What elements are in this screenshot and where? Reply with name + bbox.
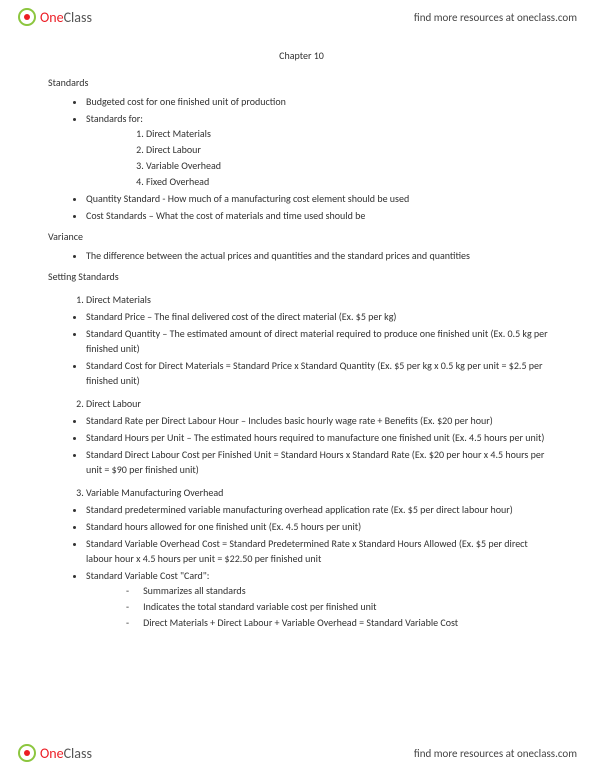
svc-dash-list: Summarizes all standards Indicates the t… [126,583,555,630]
list-item: Standard hours allowed for one finished … [86,519,555,534]
list-item: Standard Direct Labour Cost per Finished… [86,447,555,477]
logo-text: OneClass [40,9,92,26]
list-item: Direct Materials [146,126,555,141]
logo-text: OneClass [40,745,92,762]
section-standards-title: Standards [48,75,555,90]
standards-for-list: Direct Materials Direct Labour Variable … [146,126,555,189]
list-item: Standard Hours per Unit – The estimated … [86,430,555,445]
list-item-text: Standard Variable Cost "Card": [86,569,209,582]
list-item: Direct Materials [86,292,555,307]
logo-word-one: One [40,745,64,762]
list-item: Budgeted cost for one finished unit of p… [86,94,555,109]
logo-word-class: Class [64,745,92,762]
list-item: Standard Cost for Direct Materials = Sta… [86,358,555,388]
list-item: The difference between the actual prices… [86,248,555,263]
list-item: Indicates the total standard variable co… [126,599,555,614]
list-item: Standard Quantity – The estimated amount… [86,326,555,356]
dl-list: Standard Rate per Direct Labour Hour – I… [86,413,555,477]
list-item: Summarizes all standards [126,583,555,598]
list-item: Direct Labour [86,396,555,411]
list-item: Standard Variable Overhead Cost = Standa… [86,536,555,566]
list-item-text: Standards for: [86,112,143,125]
list-item: Variable Manufacturing Overhead [86,485,555,500]
section-variance-title: Variance [48,229,555,244]
logo-icon [18,8,36,26]
dm-list: Standard Price – The final delivered cos… [86,309,555,388]
vmo-list: Standard predetermined variable manufact… [86,502,555,630]
list-item: Direct Labour [146,142,555,157]
footer-bar: OneClass find more resources at oneclass… [0,736,595,770]
list-item: Variable Overhead [146,158,555,173]
logo-icon [18,744,36,762]
list-item: Standards for: Direct Materials Direct L… [86,111,555,189]
list-item: Quantity Standard - How much of a manufa… [86,191,555,206]
list-item: Direct Materials + Direct Labour + Varia… [126,615,555,630]
standards-list: Budgeted cost for one finished unit of p… [86,94,555,223]
logo[interactable]: OneClass [18,8,92,26]
logo-footer[interactable]: OneClass [18,744,92,762]
list-item: Standard predetermined variable manufact… [86,502,555,517]
resources-link-top[interactable]: find more resources at oneclass.com [414,11,577,24]
list-item: Cost Standards – What the cost of materi… [86,208,555,223]
list-item: Standard Rate per Direct Labour Hour – I… [86,413,555,428]
list-item: Fixed Overhead [146,174,555,189]
section-setting-title: Setting Standards [48,269,555,284]
resources-link-bottom[interactable]: find more resources at oneclass.com [414,747,577,760]
setting-standards-list-3: Variable Manufacturing Overhead [86,485,555,500]
list-item: Standard Variable Cost "Card": Summarize… [86,568,555,630]
setting-standards-list-2: Direct Labour [86,396,555,411]
document-body: Chapter 10 Standards Budgeted cost for o… [48,48,555,722]
setting-standards-list: Direct Materials [86,292,555,307]
header-bar: OneClass find more resources at oneclass… [0,0,595,34]
logo-word-class: Class [64,9,92,26]
list-item: Standard Price – The final delivered cos… [86,309,555,324]
logo-word-one: One [40,9,64,26]
chapter-title: Chapter 10 [48,48,555,63]
variance-list: The difference between the actual prices… [86,248,555,263]
